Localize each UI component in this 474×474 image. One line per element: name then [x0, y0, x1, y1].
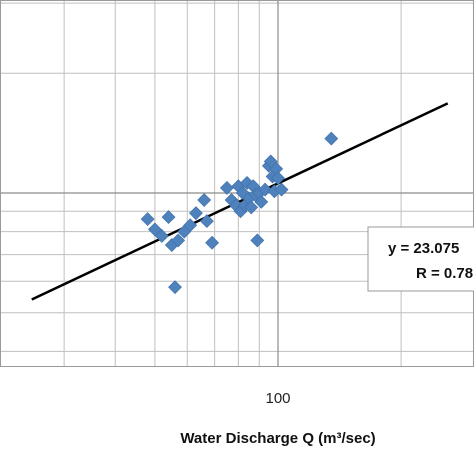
data-point [258, 182, 273, 197]
data-point [244, 200, 259, 215]
data-points [140, 131, 339, 295]
data-point [199, 214, 214, 229]
r-value-text: R = 0.78 [416, 265, 473, 282]
data-point [271, 171, 285, 186]
data-point [324, 131, 339, 146]
data-point [205, 235, 220, 250]
equation-text: y = 23.075 [388, 240, 459, 257]
trendline [31, 102, 449, 301]
data-point [189, 206, 203, 221]
data-point [219, 180, 234, 195]
data-point [140, 212, 155, 226]
x-tick-label: 100 [265, 390, 290, 407]
equation-box-border [367, 226, 474, 292]
x-axis-label: Water Discharge Q (m³/sec) [180, 430, 375, 447]
data-point [171, 233, 186, 248]
equation-box: y = 23.075 R = 0.78 [367, 226, 474, 292]
data-point [254, 194, 269, 209]
data-point [161, 210, 176, 224]
data-point [197, 193, 212, 207]
data-point [274, 182, 289, 197]
data-point [168, 280, 182, 295]
data-point [250, 233, 265, 248]
data-point [147, 222, 162, 237]
data-point [154, 229, 169, 243]
data-point [183, 218, 198, 233]
x-tick-labels: 100 [265, 390, 290, 407]
